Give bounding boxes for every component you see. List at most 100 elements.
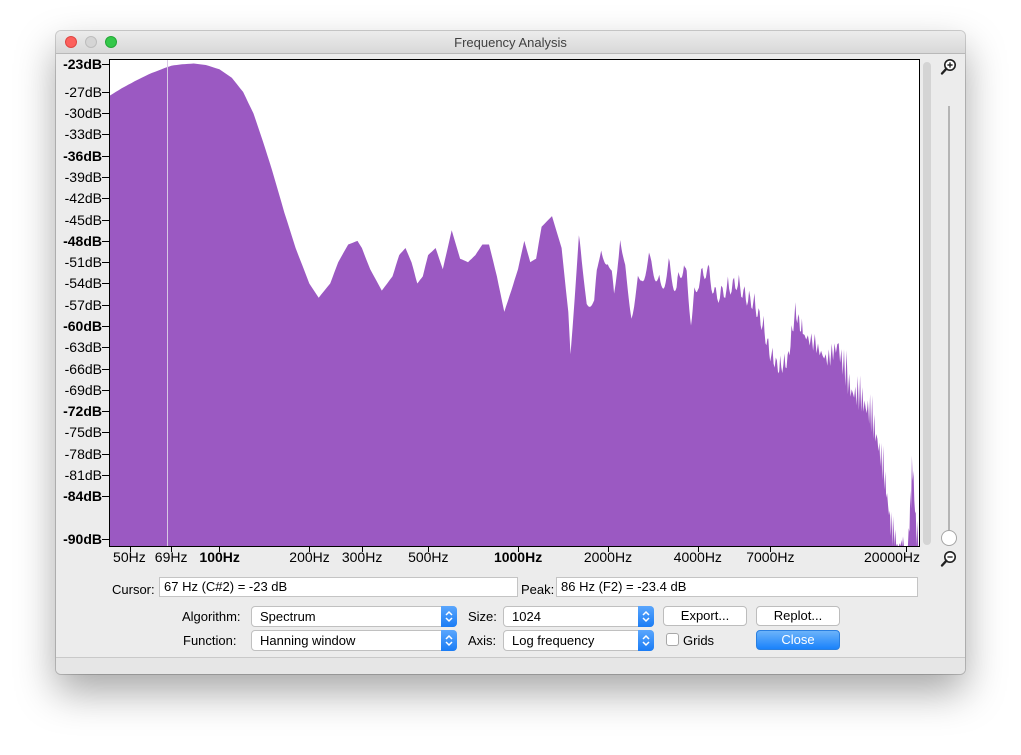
y-tick-label: -51dB (64, 254, 102, 271)
y-tick-label: -42dB (64, 190, 102, 207)
grids-checkbox[interactable] (666, 633, 679, 646)
y-tick-mark (102, 177, 109, 179)
peak-readout: 86 Hz (F2) = -23.4 dB (556, 577, 918, 597)
y-tick-label: -90dB (63, 530, 102, 547)
function-label: Function: (183, 633, 237, 648)
x-tick-mark (906, 547, 908, 552)
x-tick-mark (517, 547, 519, 552)
y-tick-label: -23dB (63, 55, 102, 72)
y-tick-mark (102, 347, 109, 349)
y-tick-label: -45dB (64, 211, 102, 228)
frequency-analysis-window: Frequency Analysis -23dB -27dB -30dB -33dB -… (56, 31, 965, 674)
select-arrows-icon (441, 606, 457, 627)
grids-label: Grids (683, 633, 715, 648)
y-tick-mark (102, 389, 109, 391)
x-tick-label: 20000Hz (864, 549, 921, 565)
x-tick-mark (219, 547, 221, 552)
title-bar: Frequency Analysis (56, 31, 965, 54)
x-tick-mark (309, 547, 311, 552)
y-tick-label: -63dB (64, 339, 102, 356)
y-tick-mark (102, 496, 109, 498)
y-tick-mark (102, 326, 109, 328)
y-tick-mark (102, 63, 109, 65)
spectrum-chart[interactable] (110, 60, 919, 546)
minimize-window-button[interactable] (85, 36, 97, 48)
status-bar (56, 657, 965, 674)
y-tick-label: -84dB (63, 488, 102, 505)
y-tick-mark (102, 113, 109, 115)
y-tick-mark (102, 262, 109, 264)
x-tick-label: 100Hz (199, 549, 240, 565)
axis-select[interactable]: Log frequency (503, 630, 654, 651)
algorithm-value: Spectrum (260, 609, 316, 624)
y-tick-mark (102, 91, 109, 93)
zoom-window-button[interactable] (105, 36, 117, 48)
x-tick-label: 500Hz (408, 549, 449, 565)
x-tick-mark (697, 547, 699, 552)
y-tick-mark (102, 283, 109, 285)
size-select[interactable]: 1024 (503, 606, 654, 627)
y-tick-label: -72dB (63, 403, 102, 420)
cursor-readout: 67 Hz (C#2) = -23 dB (159, 577, 518, 597)
y-tick-label: -54dB (64, 275, 102, 292)
zoom-out-icon[interactable] (940, 550, 958, 568)
close-button[interactable]: Close (756, 630, 840, 650)
y-tick-label: -27dB (64, 83, 102, 100)
y-tick-mark (102, 475, 109, 477)
axis-value: Log frequency (512, 633, 595, 648)
y-tick-mark (102, 198, 109, 200)
y-tick-label: -60dB (63, 318, 102, 335)
y-tick-mark (102, 219, 109, 221)
y-tick-label: -36dB (63, 147, 102, 164)
spectrum-area (110, 63, 919, 546)
function-select[interactable]: Hanning window (251, 630, 457, 651)
export-button[interactable]: Export... (663, 606, 747, 626)
y-tick-label: -30dB (64, 105, 102, 122)
y-tick-mark (102, 432, 109, 434)
y-tick-mark (102, 240, 109, 242)
y-tick-label: -66dB (64, 360, 102, 377)
select-arrows-icon (638, 630, 654, 651)
y-tick-label: -69dB (64, 381, 102, 398)
select-arrows-icon (441, 630, 457, 651)
y-tick-mark (102, 304, 109, 306)
peak-label: Peak: (521, 582, 555, 597)
x-tick-label: 300Hz (341, 549, 383, 565)
x-tick-label: 1000Hz (493, 549, 543, 565)
x-tick-mark (361, 547, 363, 552)
x-tick-label: 200Hz (289, 549, 330, 565)
vertical-scrollbar[interactable] (923, 62, 931, 545)
x-tick-label: 69Hz (154, 549, 188, 565)
y-tick-mark (102, 538, 109, 540)
zoom-slider-track (948, 106, 950, 536)
algorithm-label: Algorithm: (182, 609, 241, 624)
y-tick-label: -48dB (63, 232, 102, 249)
y-tick-mark (102, 453, 109, 455)
x-tick-mark (770, 547, 772, 552)
y-tick-label: -78dB (64, 445, 102, 462)
spectrum-plot[interactable] (109, 59, 920, 547)
y-tick-mark (102, 411, 109, 413)
y-tick-mark (102, 155, 109, 157)
function-value: Hanning window (260, 633, 356, 648)
y-tick-label: -75dB (64, 424, 102, 441)
axis-label: Axis: (468, 633, 497, 648)
algorithm-select[interactable]: Spectrum (251, 606, 457, 627)
size-value: 1024 (512, 609, 541, 624)
y-tick-label: -33dB (64, 126, 102, 143)
y-tick-mark (102, 134, 109, 136)
y-tick-label: -57dB (64, 296, 102, 313)
zoom-in-icon[interactable] (940, 58, 958, 76)
window-title: Frequency Analysis (454, 35, 567, 50)
replot-button[interactable]: Replot... (756, 606, 840, 626)
zoom-slider-thumb[interactable] (941, 530, 957, 546)
y-tick-mark (102, 368, 109, 370)
close-window-button[interactable] (65, 36, 77, 48)
y-axis: -23dB -27dB -30dB -33dB -36dB -39dB -42dB -45dB… (56, 54, 109, 574)
x-tick-label: 50Hz (113, 549, 146, 565)
x-tick-mark (607, 547, 609, 552)
select-arrows-icon (638, 606, 654, 627)
y-tick-label: -81dB (64, 467, 102, 484)
x-tick-label: 4000Hz (673, 549, 722, 565)
x-tick-label: 7000Hz (746, 549, 795, 565)
